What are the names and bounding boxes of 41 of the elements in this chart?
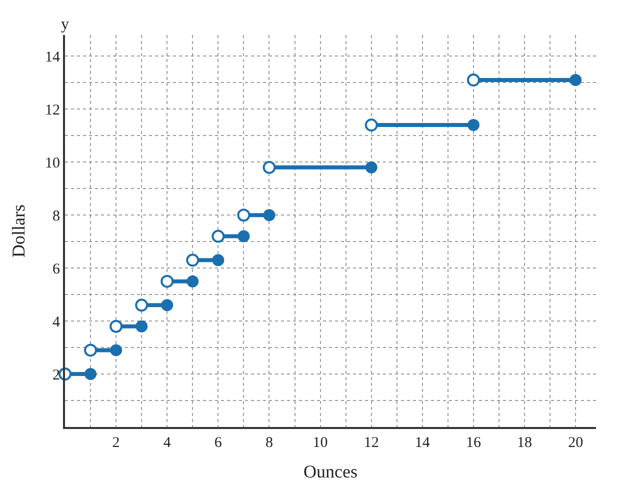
point: [263, 209, 276, 222]
x-tick-label: 14: [414, 435, 430, 451]
x-tick-label: 12: [364, 435, 379, 451]
y-tick-label: 6: [52, 261, 60, 278]
y-tick-label: 2: [52, 367, 60, 384]
point: [110, 320, 123, 333]
x-tick-label: 2: [112, 435, 120, 451]
y-axis-title: Dollars: [8, 204, 29, 258]
x-tick-label: 16: [466, 435, 482, 451]
point: [212, 230, 225, 243]
point: [84, 344, 98, 357]
y-tick-label: 4: [52, 314, 60, 330]
y-tick-label: 12: [45, 102, 60, 118]
point: [212, 254, 224, 266]
point: [237, 208, 250, 222]
point: [186, 254, 200, 267]
point: [262, 160, 276, 174]
x-tick-label: 20: [568, 435, 584, 451]
text: y: [61, 16, 69, 33]
point: [84, 368, 97, 380]
point: [161, 299, 174, 312]
y-tick-label: 10: [45, 155, 60, 172]
point: [186, 275, 199, 288]
point: [365, 161, 378, 174]
point: [570, 74, 582, 86]
point: [160, 274, 174, 288]
point: [238, 230, 250, 242]
y-tick-label: 14: [45, 49, 60, 66]
x-tick-label: 8: [265, 435, 273, 451]
point: [135, 298, 148, 312]
x-tick-label: 18: [517, 435, 532, 451]
x-axis-title: Ounces: [304, 462, 358, 482]
y-tick-label: 8: [52, 208, 60, 224]
point: [466, 74, 480, 87]
x-tick-label: 10: [312, 435, 328, 451]
x-tick-label: 6: [214, 435, 222, 451]
point: [364, 118, 378, 132]
point: [467, 119, 480, 132]
x-tick-label: 4: [163, 435, 172, 451]
point: [110, 344, 122, 356]
point: [136, 320, 148, 332]
